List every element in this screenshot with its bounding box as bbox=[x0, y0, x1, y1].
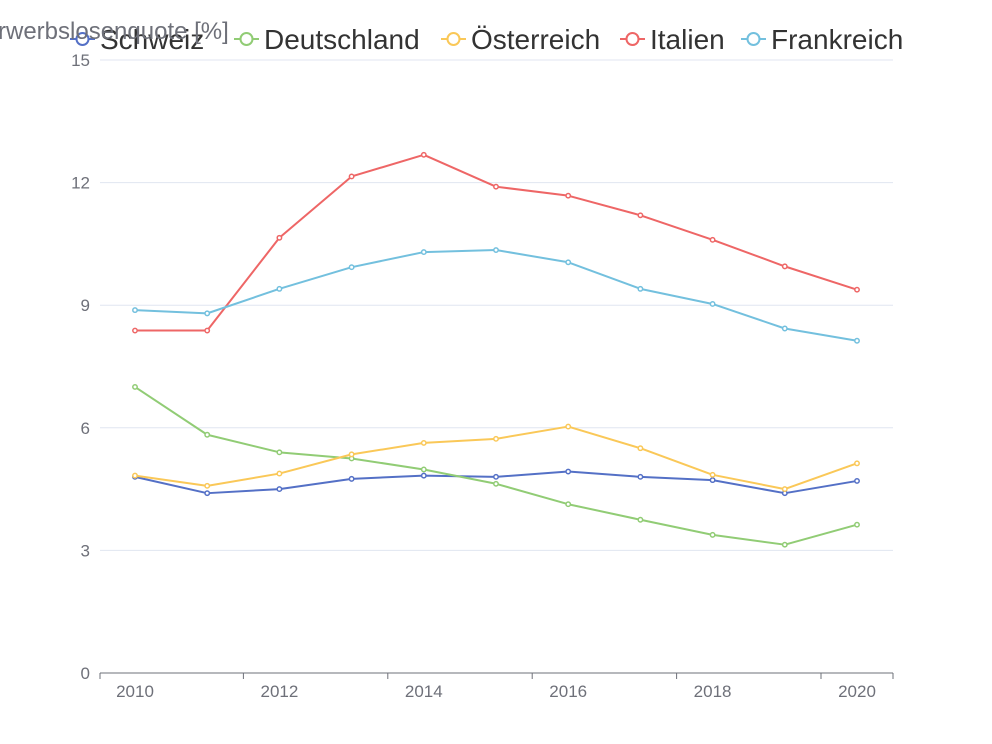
data-point bbox=[493, 435, 499, 442]
y-tick-label: 15 bbox=[71, 51, 90, 70]
y-tick-label: 3 bbox=[81, 541, 90, 560]
series-schweiz bbox=[132, 468, 860, 497]
data-point bbox=[420, 249, 427, 256]
data-point bbox=[709, 531, 716, 538]
legend-item[interactable]: Deutschland bbox=[234, 24, 420, 55]
legend-item[interactable]: Österreich bbox=[441, 24, 600, 55]
data-point bbox=[565, 423, 572, 430]
data-point bbox=[204, 490, 211, 497]
data-point bbox=[420, 439, 427, 446]
x-tick-label: 2016 bbox=[549, 682, 587, 701]
legend-marker bbox=[75, 32, 90, 46]
x-tick-label: 2018 bbox=[694, 682, 732, 701]
data-point bbox=[493, 480, 499, 487]
data-point bbox=[781, 325, 788, 332]
data-point bbox=[420, 472, 427, 479]
legend-item[interactable]: Schweiz bbox=[70, 24, 204, 55]
series-line bbox=[135, 153, 858, 332]
data-point bbox=[781, 263, 788, 270]
data-point bbox=[276, 486, 283, 493]
series-line bbox=[134, 386, 858, 546]
data-point bbox=[637, 445, 644, 452]
data-point bbox=[204, 327, 211, 334]
y-tick-label: 6 bbox=[81, 419, 90, 438]
data-point bbox=[637, 285, 644, 292]
data-point bbox=[709, 471, 716, 478]
data-point bbox=[276, 234, 283, 241]
legend-marker bbox=[239, 32, 254, 46]
series-line bbox=[134, 249, 858, 342]
x-tick-label: 2014 bbox=[405, 682, 443, 701]
y-tick-label: 12 bbox=[71, 174, 90, 193]
data-point bbox=[565, 501, 572, 508]
data-point bbox=[709, 477, 716, 484]
data-point bbox=[565, 259, 572, 266]
data-point bbox=[637, 473, 644, 480]
data-point bbox=[565, 192, 572, 199]
legend-label: Italien bbox=[650, 24, 725, 55]
data-point bbox=[493, 247, 499, 253]
data-point bbox=[276, 449, 283, 456]
data-point bbox=[493, 183, 499, 190]
legend-label: Frankreich bbox=[771, 24, 903, 55]
data-point bbox=[348, 451, 355, 458]
data-point bbox=[132, 472, 138, 479]
x-tick-label: 2012 bbox=[260, 682, 298, 701]
legend-marker bbox=[625, 32, 640, 46]
data-point bbox=[348, 475, 355, 482]
data-point bbox=[493, 473, 499, 480]
data-point bbox=[637, 212, 644, 219]
data-point bbox=[132, 307, 138, 314]
data-point bbox=[854, 460, 860, 467]
data-point bbox=[637, 516, 644, 523]
legend-label: Schweiz bbox=[100, 24, 204, 55]
data-point bbox=[781, 486, 788, 493]
data-point bbox=[854, 477, 860, 484]
x-tick-label: 2020 bbox=[838, 682, 876, 701]
legend-item[interactable]: Italien bbox=[620, 24, 725, 55]
data-point bbox=[204, 431, 211, 438]
legend-marker bbox=[746, 32, 761, 46]
y-tick-label: 0 bbox=[81, 664, 90, 683]
legend-item[interactable]: Frankreich bbox=[741, 24, 903, 55]
data-point bbox=[204, 310, 211, 317]
data-point bbox=[132, 327, 138, 334]
x-tick-label: 2010 bbox=[116, 682, 154, 701]
y-tick-label: 9 bbox=[81, 296, 90, 315]
data-point bbox=[854, 521, 860, 528]
data-point bbox=[348, 264, 355, 271]
legend[interactable]: Schweiz Deutschland Österreich Italien Frank… bbox=[70, 24, 903, 55]
legend-label: Österreich bbox=[471, 24, 600, 55]
data-point bbox=[709, 236, 716, 243]
legend-label: Deutschland bbox=[264, 24, 420, 55]
series-deutschland bbox=[132, 383, 860, 548]
data-point bbox=[565, 468, 572, 475]
data-point bbox=[854, 337, 860, 344]
series-lines bbox=[132, 151, 860, 548]
data-point bbox=[204, 482, 211, 489]
data-point bbox=[132, 383, 138, 390]
y-axis-title: Erwerbslosenquote [%] bbox=[0, 18, 229, 45]
data-point bbox=[348, 173, 355, 180]
axes: 0 3 6 9 12 15 2010 2012 2014 2016 2018 2020 bbox=[71, 51, 894, 701]
data-point bbox=[276, 470, 283, 477]
data-point bbox=[276, 285, 283, 292]
data-point bbox=[709, 301, 716, 307]
data-point bbox=[854, 286, 860, 293]
data-point bbox=[420, 151, 427, 158]
series-österreich bbox=[132, 423, 860, 493]
data-point bbox=[420, 466, 427, 473]
series-italien bbox=[132, 151, 860, 334]
data-point bbox=[781, 541, 788, 548]
series-frankreich bbox=[132, 247, 860, 344]
legend-marker bbox=[446, 32, 461, 46]
